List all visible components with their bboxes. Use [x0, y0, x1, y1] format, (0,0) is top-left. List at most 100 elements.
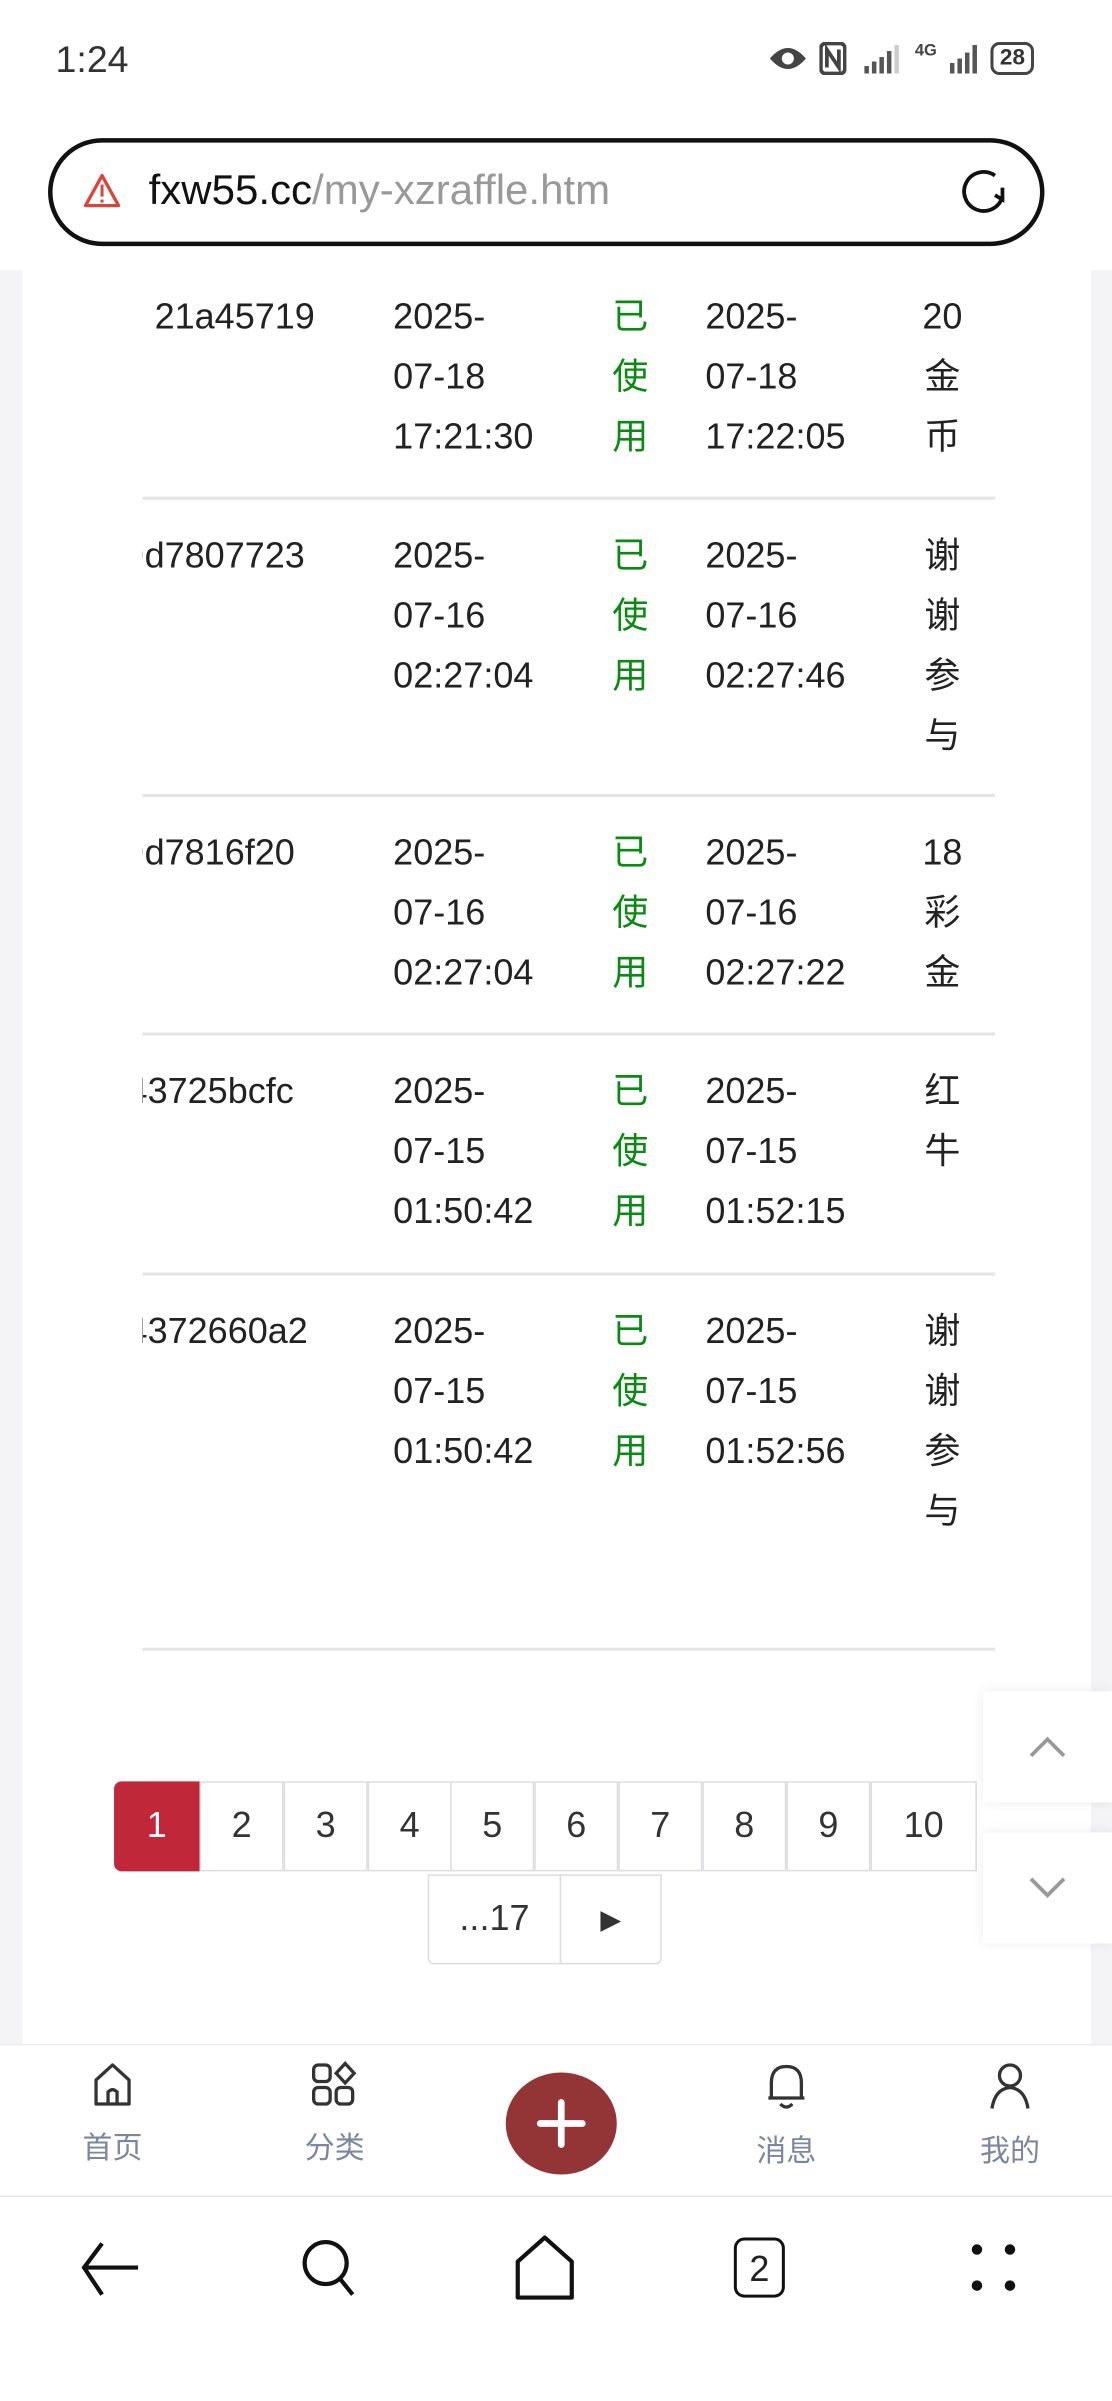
used-time-line: 07-18 [705, 357, 798, 398]
url-domain: fxw55.cc [148, 166, 313, 214]
prize-text-line: 谢 [924, 595, 961, 637]
created-time: 2025- 07-15 01:50:42 [393, 1303, 533, 1483]
status-text-line: 用 [612, 417, 649, 458]
url-path: /my-xzraffle.htm [312, 166, 611, 214]
used-time-line: 2025- [705, 1311, 798, 1353]
used-time: 2025- 07-16 02:27:22 [705, 824, 845, 1004]
created-time: 2025- 07-15 01:50:42 [393, 1062, 533, 1242]
created-time: 2025- 07-18 17:21:30 [393, 288, 533, 468]
status-bar: 1:24 4G 28 [0, 0, 1112, 128]
raffle-id: 9d7807723 [142, 535, 305, 577]
scroll-top-button[interactable] [982, 1691, 1112, 1803]
used-time: 2025- 07-18 17:22:05 [705, 288, 845, 468]
bell-icon [768, 2064, 805, 2109]
home-nav-icon[interactable] [513, 2235, 576, 2304]
prize-text-line: 金 [924, 357, 961, 398]
used-time: 2025- 07-16 02:27:46 [705, 527, 845, 707]
prize-text-line: 牛 [924, 1131, 961, 1173]
prize-text-line: 彩 [924, 892, 961, 934]
status-text-line: 用 [612, 655, 649, 697]
page-6-button[interactable]: 6 [534, 1781, 619, 1872]
status-text-line: 使 [612, 1131, 649, 1173]
table-row: 21a45719 2025- 07-18 17:21:30 已使用 2025- 07-18 1… [142, 270, 995, 500]
nav-category[interactable]: 分类 [275, 2060, 395, 2167]
nav-home-label: 首页 [82, 2132, 143, 2166]
created-time-line: 07-16 [393, 892, 486, 934]
nav-profile[interactable]: 我的 [950, 2060, 1070, 2170]
created-time: 2025- 07-16 02:27:04 [393, 824, 533, 1004]
page-8-button[interactable]: 8 [702, 1781, 787, 1872]
table-row: 9d7807723 2025- 07-16 02:27:04 已使用 2025- 07-16… [142, 500, 995, 797]
url-text[interactable]: fxw55.cc/my-xzraffle.htm [149, 167, 611, 215]
page-4-button[interactable]: 4 [367, 1781, 452, 1872]
used-time-line: 2025- [705, 832, 798, 874]
status-text-line: 已 [612, 535, 649, 577]
used-time-line: 17:22:05 [705, 417, 846, 458]
prize-text: 红牛 [920, 1062, 965, 1182]
status-text: 已使用 [608, 527, 653, 707]
created-time-line: 2025- [393, 297, 486, 338]
status-text-line: 使 [612, 892, 649, 934]
signal-4g-icon [950, 45, 978, 74]
created-time-line: 01:50:42 [393, 1431, 534, 1473]
created-time: 2025- 07-16 02:27:04 [393, 527, 533, 707]
prize-text-line: 20 [922, 297, 963, 338]
created-time-line: 01:50:42 [393, 1191, 534, 1233]
content-card: 21a45719 2025- 07-18 17:21:30 已使用 2025- 07-18 1… [22, 270, 1092, 2044]
page-2-button[interactable]: 2 [199, 1781, 284, 1872]
page-7-button[interactable]: 7 [618, 1781, 703, 1872]
used-time-line: 01:52:15 [705, 1191, 846, 1233]
next-page-button[interactable]: ▶ [559, 1874, 662, 1965]
chevron-up-icon [1029, 1736, 1066, 1758]
nav-home[interactable]: 首页 [53, 2060, 173, 2167]
status-text: 已使用 [608, 824, 653, 1004]
reload-icon[interactable] [959, 167, 1010, 218]
used-time-line: 07-15 [705, 1371, 798, 1413]
used-time: 2025- 07-15 01:52:15 [705, 1062, 845, 1242]
used-time-line: 07-15 [705, 1131, 798, 1173]
raffle-id: 21a45719 [154, 297, 315, 338]
status-text-line: 已 [612, 1071, 649, 1113]
back-icon[interactable] [78, 2235, 141, 2301]
status-text: 已使用 [608, 288, 653, 468]
bottom-nav: 首页 分类 消息 我的 [0, 2043, 1112, 2199]
prize-text-line: 与 [924, 715, 961, 757]
status-text-line: 使 [612, 1371, 649, 1413]
home-icon [94, 2063, 131, 2106]
search-icon[interactable] [300, 2235, 360, 2301]
table-row: 43725bcfc 2025- 07-15 01:50:42 已使用 2025- 07-15… [142, 1035, 995, 1276]
status-text: 已使用 [608, 1303, 653, 1483]
table-row: 9d7816f20 2025- 07-16 02:27:04 已使用 2025- 07-16… [142, 797, 995, 1036]
created-time-line: 07-18 [393, 357, 486, 398]
warning-icon[interactable] [83, 173, 122, 209]
used-time-line: 02:27:46 [705, 655, 846, 697]
raffle-table: 21a45719 2025- 07-18 17:21:30 已使用 2025- 07-18 1… [142, 270, 995, 1651]
created-time-line: 02:27:04 [393, 655, 534, 697]
nfc-icon [818, 42, 846, 76]
page-5-button[interactable]: 5 [450, 1781, 535, 1872]
plus-icon [536, 2099, 586, 2148]
created-time-line: 07-15 [393, 1371, 486, 1413]
status-text: 已使用 [608, 1062, 653, 1242]
page-9-button[interactable]: 9 [786, 1781, 871, 1872]
used-time-line: 2025- [705, 297, 798, 338]
last-page-button[interactable]: ...17 [427, 1874, 562, 1965]
prize-text-line: 金 [924, 952, 961, 994]
status-text-line: 用 [612, 1431, 649, 1473]
address-bar[interactable]: fxw55.cc/my-xzraffle.htm [48, 138, 1045, 247]
page-10-button[interactable]: 10 [870, 1781, 977, 1872]
prize-text-line: 红 [924, 1071, 961, 1113]
created-time-line: 2025- [393, 1311, 486, 1353]
nav-messages[interactable]: 消息 [726, 2060, 846, 2170]
clock: 1:24 [55, 39, 129, 82]
page-3-button[interactable]: 3 [283, 1781, 368, 1872]
page-1-button[interactable]: 1 [114, 1781, 200, 1872]
status-text-line: 用 [612, 1191, 649, 1233]
created-time-line: 02:27:04 [393, 952, 534, 994]
prize-text: 20 金币 [920, 288, 965, 468]
menu-dots-icon[interactable] [968, 2235, 1019, 2301]
tabs-button[interactable]: 2 [733, 2237, 785, 2298]
scroll-bottom-button[interactable] [982, 1832, 1112, 1944]
add-button[interactable] [505, 2072, 617, 2175]
prize-text: 谢谢参与 [920, 527, 965, 767]
